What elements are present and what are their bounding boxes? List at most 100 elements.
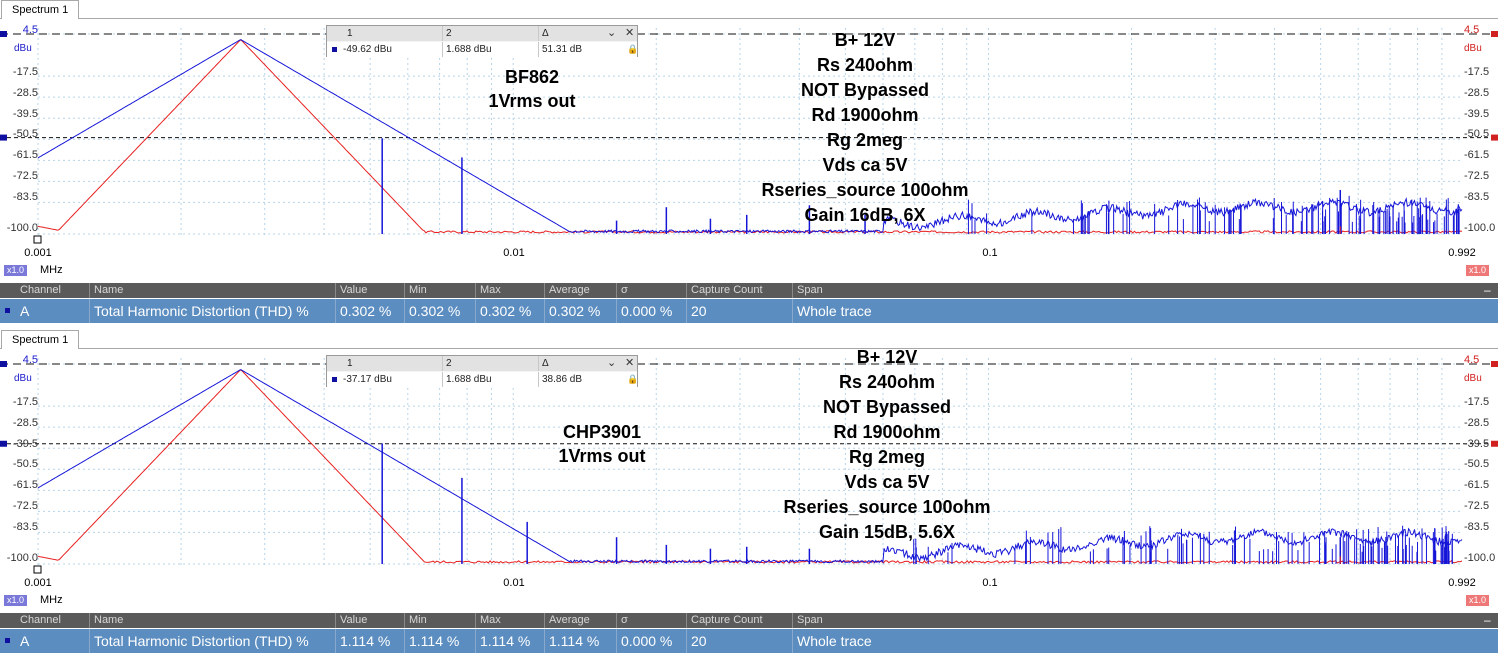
header-channel[interactable]: Channel — [20, 614, 61, 626]
cursor-header: 1 2 Δ ⌄ ✕ — [327, 356, 637, 371]
tab-spectrum[interactable]: Spectrum 1 — [1, 330, 80, 349]
cursor-handle — [1491, 440, 1498, 447]
table-row[interactable]: A Total Harmonic Distortion (THD) % 1.11… — [0, 629, 1498, 653]
x-tick: 0.01 — [503, 247, 525, 259]
y-tick: -61.5 — [1464, 149, 1490, 161]
header-average[interactable]: Average — [544, 283, 616, 298]
header-sigma[interactable]: σ — [616, 613, 686, 628]
tab-bar: Spectrum 1 — [0, 0, 1498, 19]
note-line: B+ 12V — [856, 347, 918, 367]
cell-value: 0.302 % — [335, 299, 404, 323]
y-tick: -28.5 — [1464, 417, 1490, 429]
header-max[interactable]: Max — [475, 613, 544, 628]
y-tick: -39.5 — [1464, 438, 1490, 450]
cursor-handle — [0, 31, 7, 37]
y-axis-left: 4.5 dBu -17.5 -28.5 -39.5 -50.5 -61.5 -7… — [0, 348, 40, 568]
header-span[interactable]: Span — [792, 613, 1482, 628]
header-min[interactable]: Min — [404, 613, 475, 628]
circuit-notes: B+ 12V Rs 240ohm NOT Bypassed Rd 1900ohm… — [735, 28, 995, 228]
cell-average: 0.302 % — [544, 299, 616, 323]
trace-marker-icon — [332, 47, 337, 52]
trace-marker-icon — [332, 377, 337, 382]
zoom-badge-left[interactable]: x1.0 — [4, 265, 28, 276]
y-tick: -100.0 — [6, 552, 38, 564]
header-average[interactable]: Average — [544, 613, 616, 628]
close-icon[interactable]: ✕ — [625, 27, 635, 39]
header-channel[interactable]: Channel — [20, 284, 61, 296]
spectrum-plot[interactable] — [0, 18, 1498, 264]
lock-icon[interactable]: 🔒 — [627, 374, 639, 384]
header-value[interactable]: Value — [335, 283, 404, 298]
header-sigma[interactable]: σ — [616, 283, 686, 298]
note-line: Rg 2meg — [826, 130, 904, 150]
cell-max: 0.302 % — [475, 299, 544, 323]
cell-capture-count: 20 — [686, 629, 792, 653]
y-tick: -100.0 — [1464, 552, 1496, 564]
cell-name: Total Harmonic Distortion (THD) % — [89, 299, 335, 323]
y-unit: dBu — [14, 43, 32, 54]
minimize-button[interactable]: – — [1484, 283, 1491, 297]
cursor-handle — [0, 361, 7, 367]
cell-channel: A — [20, 633, 30, 649]
header-span[interactable]: Span — [792, 283, 1482, 298]
lock-icon[interactable]: 🔒 — [627, 44, 639, 54]
header-min[interactable]: Min — [404, 283, 475, 298]
spectrum-panel-1: Spectrum 1 4.5 dBu -17.5 -28.5 -39.5 -50… — [0, 0, 1498, 327]
close-icon[interactable]: ✕ — [625, 357, 635, 369]
y-tick: -61.5 — [1464, 479, 1490, 491]
x-unit-row: x1.0 MHz x1.0 — [0, 594, 1498, 608]
minimize-button[interactable]: – — [1484, 613, 1491, 627]
zoom-badge-right[interactable]: x1.0 — [1466, 265, 1490, 276]
x-tick: 0.01 — [503, 577, 525, 589]
x-tick: 0.001 — [24, 577, 52, 589]
table-row[interactable]: A Total Harmonic Distortion (THD) % 0.30… — [0, 299, 1498, 323]
device-output: 1Vrms out — [488, 91, 576, 111]
header-name[interactable]: Name — [89, 283, 335, 298]
header-max[interactable]: Max — [475, 283, 544, 298]
cursor-readout[interactable]: 1 2 Δ ⌄ ✕ -49.62 dBu 1.688 dBu 51.31 dB … — [326, 25, 638, 57]
x-tick: 0.992 — [1448, 577, 1476, 589]
note-line: Gain 16dB, 6X — [804, 205, 926, 225]
cursor-handle — [1491, 134, 1498, 141]
header-capture-count[interactable]: Capture Count — [686, 283, 792, 298]
y-tick: -17.5 — [1464, 396, 1490, 408]
y-tick: -100.0 — [6, 222, 38, 234]
x-tick: 0.001 — [24, 247, 52, 259]
tab-spectrum[interactable]: Spectrum 1 — [1, 0, 80, 19]
y-tick: 4.5 — [1464, 24, 1480, 36]
header-value[interactable]: Value — [335, 613, 404, 628]
spectrum-plot[interactable] — [0, 348, 1498, 594]
header-name[interactable]: Name — [89, 613, 335, 628]
device-name: CHP3901 — [562, 422, 642, 442]
y-tick: -50.5 — [12, 458, 38, 470]
y-tick: -28.5 — [12, 87, 38, 99]
zoom-badge-left[interactable]: x1.0 — [4, 595, 28, 606]
device-output: 1Vrms out — [558, 446, 646, 466]
x-unit-row: x1.0 MHz x1.0 — [0, 264, 1498, 278]
y-axis-left: 4.5 dBu -17.5 -28.5 -39.5 -50.5 -61.5 -7… — [0, 18, 40, 238]
cell-value: 1.114 % — [335, 629, 404, 653]
y-tick: -39.5 — [1464, 108, 1490, 120]
dropdown-icon[interactable]: ⌄ — [607, 27, 617, 39]
y-tick: -39.5 — [12, 108, 38, 120]
note-line: Rd 1900ohm — [833, 422, 941, 442]
circuit-notes: B+ 12V Rs 240ohm NOT Bypassed Rd 1900ohm… — [757, 345, 1017, 545]
note-line: Vds ca 5V — [844, 472, 930, 492]
cursor-value-delta: 38.86 dB — [542, 374, 583, 385]
y-tick: -83.5 — [1464, 191, 1490, 203]
cell-min: 0.302 % — [404, 299, 475, 323]
note-line: NOT Bypassed — [800, 80, 930, 100]
dropdown-icon[interactable]: ⌄ — [607, 357, 617, 369]
y-unit: dBu — [14, 373, 32, 384]
cursor-col-2: 2 — [443, 356, 539, 371]
y-tick: -72.5 — [1464, 170, 1490, 182]
zoom-badge-right[interactable]: x1.0 — [1466, 595, 1490, 606]
cursor-readout[interactable]: 1 2 Δ ⌄ ✕ -37.17 dBu 1.688 dBu 38.86 dB … — [326, 355, 638, 387]
header-capture-count[interactable]: Capture Count — [686, 613, 792, 628]
cell-sigma: 0.000 % — [616, 629, 686, 653]
y-tick: 4.5 — [1464, 354, 1480, 366]
device-name: BF862 — [504, 67, 560, 87]
cursor-value-1: -37.17 dBu — [327, 372, 443, 387]
y-axis-right: 4.5 dBu -17.5 -28.5 -39.5 -50.5 -61.5 -7… — [1462, 348, 1498, 568]
y-tick: -83.5 — [12, 521, 38, 533]
